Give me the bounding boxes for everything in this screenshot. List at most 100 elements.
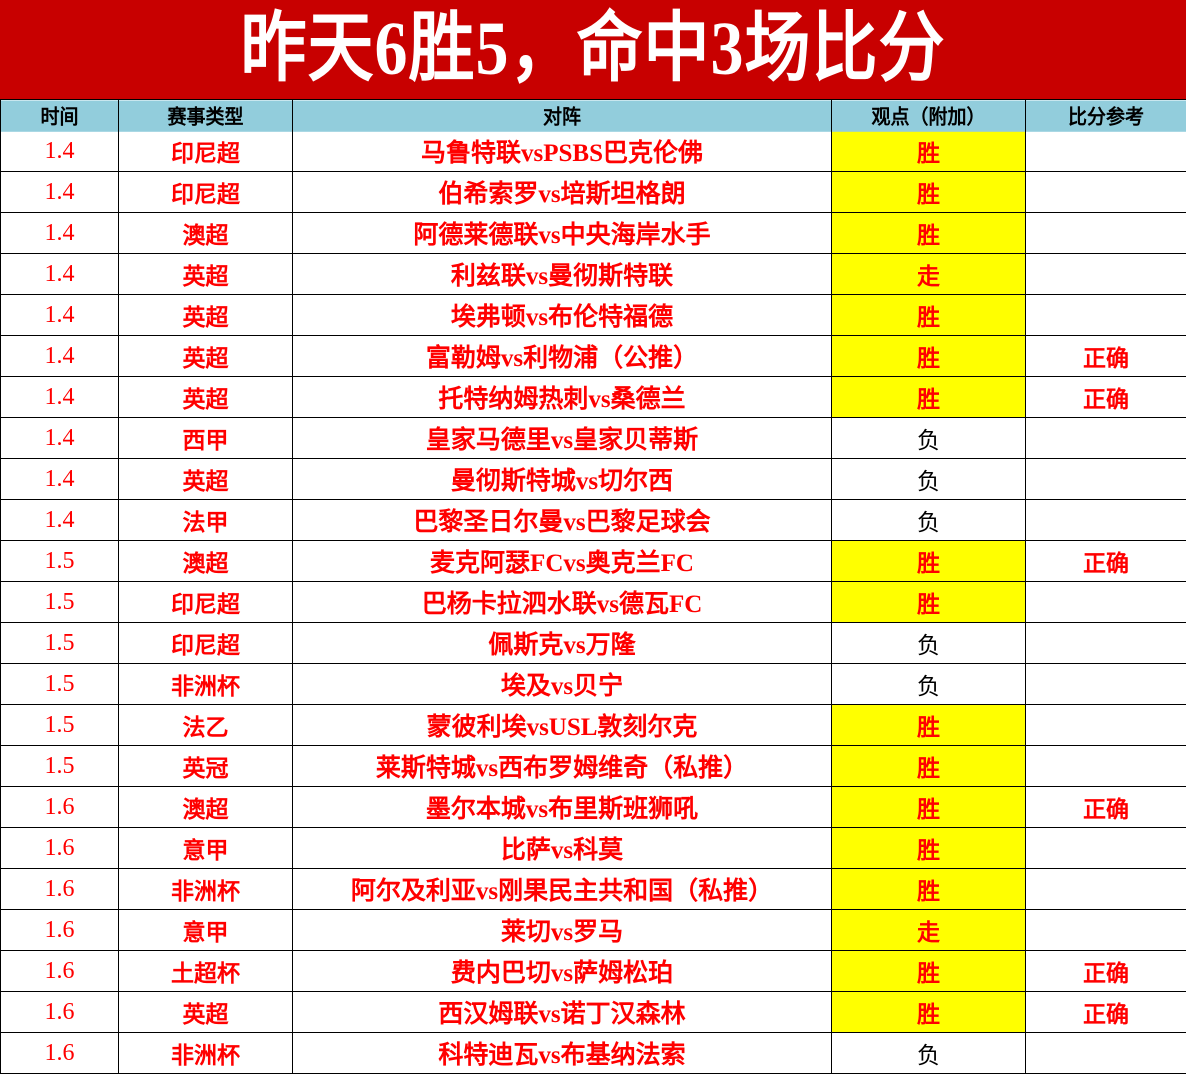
cell-match: 佩斯克vs万隆 bbox=[292, 622, 832, 664]
cell-view: 胜 bbox=[831, 335, 1026, 377]
cell-league: 土超杯 bbox=[118, 950, 293, 992]
table-row: 1.5 英冠 莱斯特城vs西布罗姆维奇（私推）胜 bbox=[0, 745, 1186, 787]
cell-match: 莱切vs罗马 bbox=[292, 909, 832, 951]
cell-league: 意甲 bbox=[118, 909, 293, 951]
cell-view: 负 bbox=[831, 417, 1026, 459]
cell-view: 胜 bbox=[831, 950, 1026, 992]
cell-match: 费内巴切vs萨姆松珀 bbox=[292, 950, 832, 992]
cell-match: 蒙彼利埃vsUSL敦刻尔克 bbox=[292, 704, 832, 746]
column-header-match: 对阵 bbox=[292, 98, 832, 132]
cell-score: 正确 bbox=[1025, 786, 1186, 828]
cell-league: 西甲 bbox=[118, 417, 293, 459]
column-header-time: 时间 bbox=[0, 98, 119, 132]
cell-match: 西汉姆联vs诺丁汉森林 bbox=[292, 991, 832, 1033]
cell-view: 负 bbox=[831, 622, 1026, 664]
cell-time: 1.4 bbox=[0, 458, 119, 500]
cell-time: 1.6 bbox=[0, 991, 119, 1033]
cell-time: 1.4 bbox=[0, 417, 119, 459]
cell-match: 科特迪瓦vs布基纳法索 bbox=[292, 1032, 832, 1074]
cell-score bbox=[1025, 622, 1186, 664]
cell-league: 英超 bbox=[118, 991, 293, 1033]
column-header-view: 观点（附加） bbox=[831, 98, 1026, 132]
table-row: 1.5 印尼超 巴杨卡拉泗水联vs德瓦FC 胜 bbox=[0, 581, 1186, 623]
cell-score: 正确 bbox=[1025, 335, 1186, 377]
title-banner: 昨天6胜5，命中3场比分 bbox=[0, 0, 1186, 99]
cell-match: 巴杨卡拉泗水联vs德瓦FC bbox=[292, 581, 832, 623]
cell-league: 非洲杯 bbox=[118, 663, 293, 705]
cell-score bbox=[1025, 458, 1186, 500]
cell-time: 1.4 bbox=[0, 376, 119, 418]
table-row: 1.6 非洲杯 科特迪瓦vs布基纳法索负 bbox=[0, 1032, 1186, 1074]
prediction-table: 时间 赛事类型 对阵 观点（附加） 比分参考 1.4 印尼超 马鲁特联vsPSBS巴… bbox=[0, 98, 1186, 1074]
cell-match: 利兹联vs曼彻斯特联 bbox=[292, 253, 832, 295]
table-row: 1.4 英超 曼彻斯特城vs切尔西负 bbox=[0, 458, 1186, 500]
cell-match: 阿德莱德联vs中央海岸水手 bbox=[292, 212, 832, 254]
cell-view: 胜 bbox=[831, 376, 1026, 418]
table-row: 1.5 印尼超 佩斯克vs万隆负 bbox=[0, 622, 1186, 664]
cell-view: 胜 bbox=[831, 704, 1026, 746]
cell-time: 1.6 bbox=[0, 909, 119, 951]
cell-league: 英冠 bbox=[118, 745, 293, 787]
cell-view: 走 bbox=[831, 253, 1026, 295]
cell-view: 负 bbox=[831, 499, 1026, 541]
cell-match: 伯希索罗vs培斯坦格朗 bbox=[292, 171, 832, 213]
cell-score bbox=[1025, 663, 1186, 705]
cell-match: 阿尔及利亚vs刚果民主共和国（私推） bbox=[292, 868, 832, 910]
cell-view: 负 bbox=[831, 1032, 1026, 1074]
cell-score: 正确 bbox=[1025, 950, 1186, 992]
cell-league: 澳超 bbox=[118, 540, 293, 582]
cell-time: 1.4 bbox=[0, 499, 119, 541]
cell-view: 胜 bbox=[831, 540, 1026, 582]
cell-league: 印尼超 bbox=[118, 130, 293, 172]
cell-time: 1.5 bbox=[0, 622, 119, 664]
cell-view: 负 bbox=[831, 663, 1026, 705]
cell-view: 胜 bbox=[831, 991, 1026, 1033]
cell-match: 墨尔本城vs布里斯班狮吼 bbox=[292, 786, 832, 828]
cell-view: 负 bbox=[831, 458, 1026, 500]
cell-match: 托特纳姆热刺vs桑德兰 bbox=[292, 376, 832, 418]
cell-view: 走 bbox=[831, 909, 1026, 951]
cell-score bbox=[1025, 909, 1186, 951]
table-row: 1.4 英超 埃弗顿vs布伦特福德胜 bbox=[0, 294, 1186, 336]
cell-view: 胜 bbox=[831, 171, 1026, 213]
cell-view: 胜 bbox=[831, 130, 1026, 172]
cell-score bbox=[1025, 827, 1186, 869]
cell-score: 正确 bbox=[1025, 540, 1186, 582]
cell-score bbox=[1025, 499, 1186, 541]
column-header-score: 比分参考 bbox=[1025, 98, 1186, 132]
cell-view: 胜 bbox=[831, 868, 1026, 910]
cell-score bbox=[1025, 171, 1186, 213]
table-row: 1.6 澳超 墨尔本城vs布里斯班狮吼胜正确 bbox=[0, 786, 1186, 828]
cell-time: 1.6 bbox=[0, 950, 119, 992]
cell-time: 1.4 bbox=[0, 335, 119, 377]
cell-league: 英超 bbox=[118, 253, 293, 295]
cell-view: 胜 bbox=[831, 786, 1026, 828]
table-row: 1.5 法乙 蒙彼利埃vsUSL敦刻尔克胜 bbox=[0, 704, 1186, 746]
cell-time: 1.4 bbox=[0, 294, 119, 336]
cell-time: 1.6 bbox=[0, 786, 119, 828]
cell-score: 正确 bbox=[1025, 991, 1186, 1033]
cell-score bbox=[1025, 1032, 1186, 1074]
cell-time: 1.5 bbox=[0, 581, 119, 623]
column-header-league: 赛事类型 bbox=[118, 98, 293, 132]
cell-league: 意甲 bbox=[118, 827, 293, 869]
cell-league: 英超 bbox=[118, 294, 293, 336]
cell-league: 法乙 bbox=[118, 704, 293, 746]
table-row: 1.4 英超 托特纳姆热刺vs桑德兰胜正确 bbox=[0, 376, 1186, 418]
table-row: 1.6 意甲 莱切vs罗马走 bbox=[0, 909, 1186, 951]
cell-score bbox=[1025, 745, 1186, 787]
table-header: 时间 赛事类型 对阵 观点（附加） 比分参考 bbox=[0, 98, 1186, 132]
cell-match: 麦克阿瑟FCvs奥克兰FC bbox=[292, 540, 832, 582]
table-row: 1.4 西甲 皇家马德里vs皇家贝蒂斯负 bbox=[0, 417, 1186, 459]
cell-league: 印尼超 bbox=[118, 622, 293, 664]
cell-score bbox=[1025, 130, 1186, 172]
table-row: 1.6 英超 西汉姆联vs诺丁汉森林胜正确 bbox=[0, 991, 1186, 1033]
table-row: 1.4 印尼超 伯希索罗vs培斯坦格朗胜 bbox=[0, 171, 1186, 213]
cell-time: 1.6 bbox=[0, 827, 119, 869]
cell-view: 胜 bbox=[831, 212, 1026, 254]
cell-score bbox=[1025, 581, 1186, 623]
cell-match: 曼彻斯特城vs切尔西 bbox=[292, 458, 832, 500]
header-row: 时间 赛事类型 对阵 观点（附加） 比分参考 bbox=[0, 98, 1186, 132]
table-row: 1.5 非洲杯 埃及vs贝宁负 bbox=[0, 663, 1186, 705]
cell-league: 英超 bbox=[118, 335, 293, 377]
